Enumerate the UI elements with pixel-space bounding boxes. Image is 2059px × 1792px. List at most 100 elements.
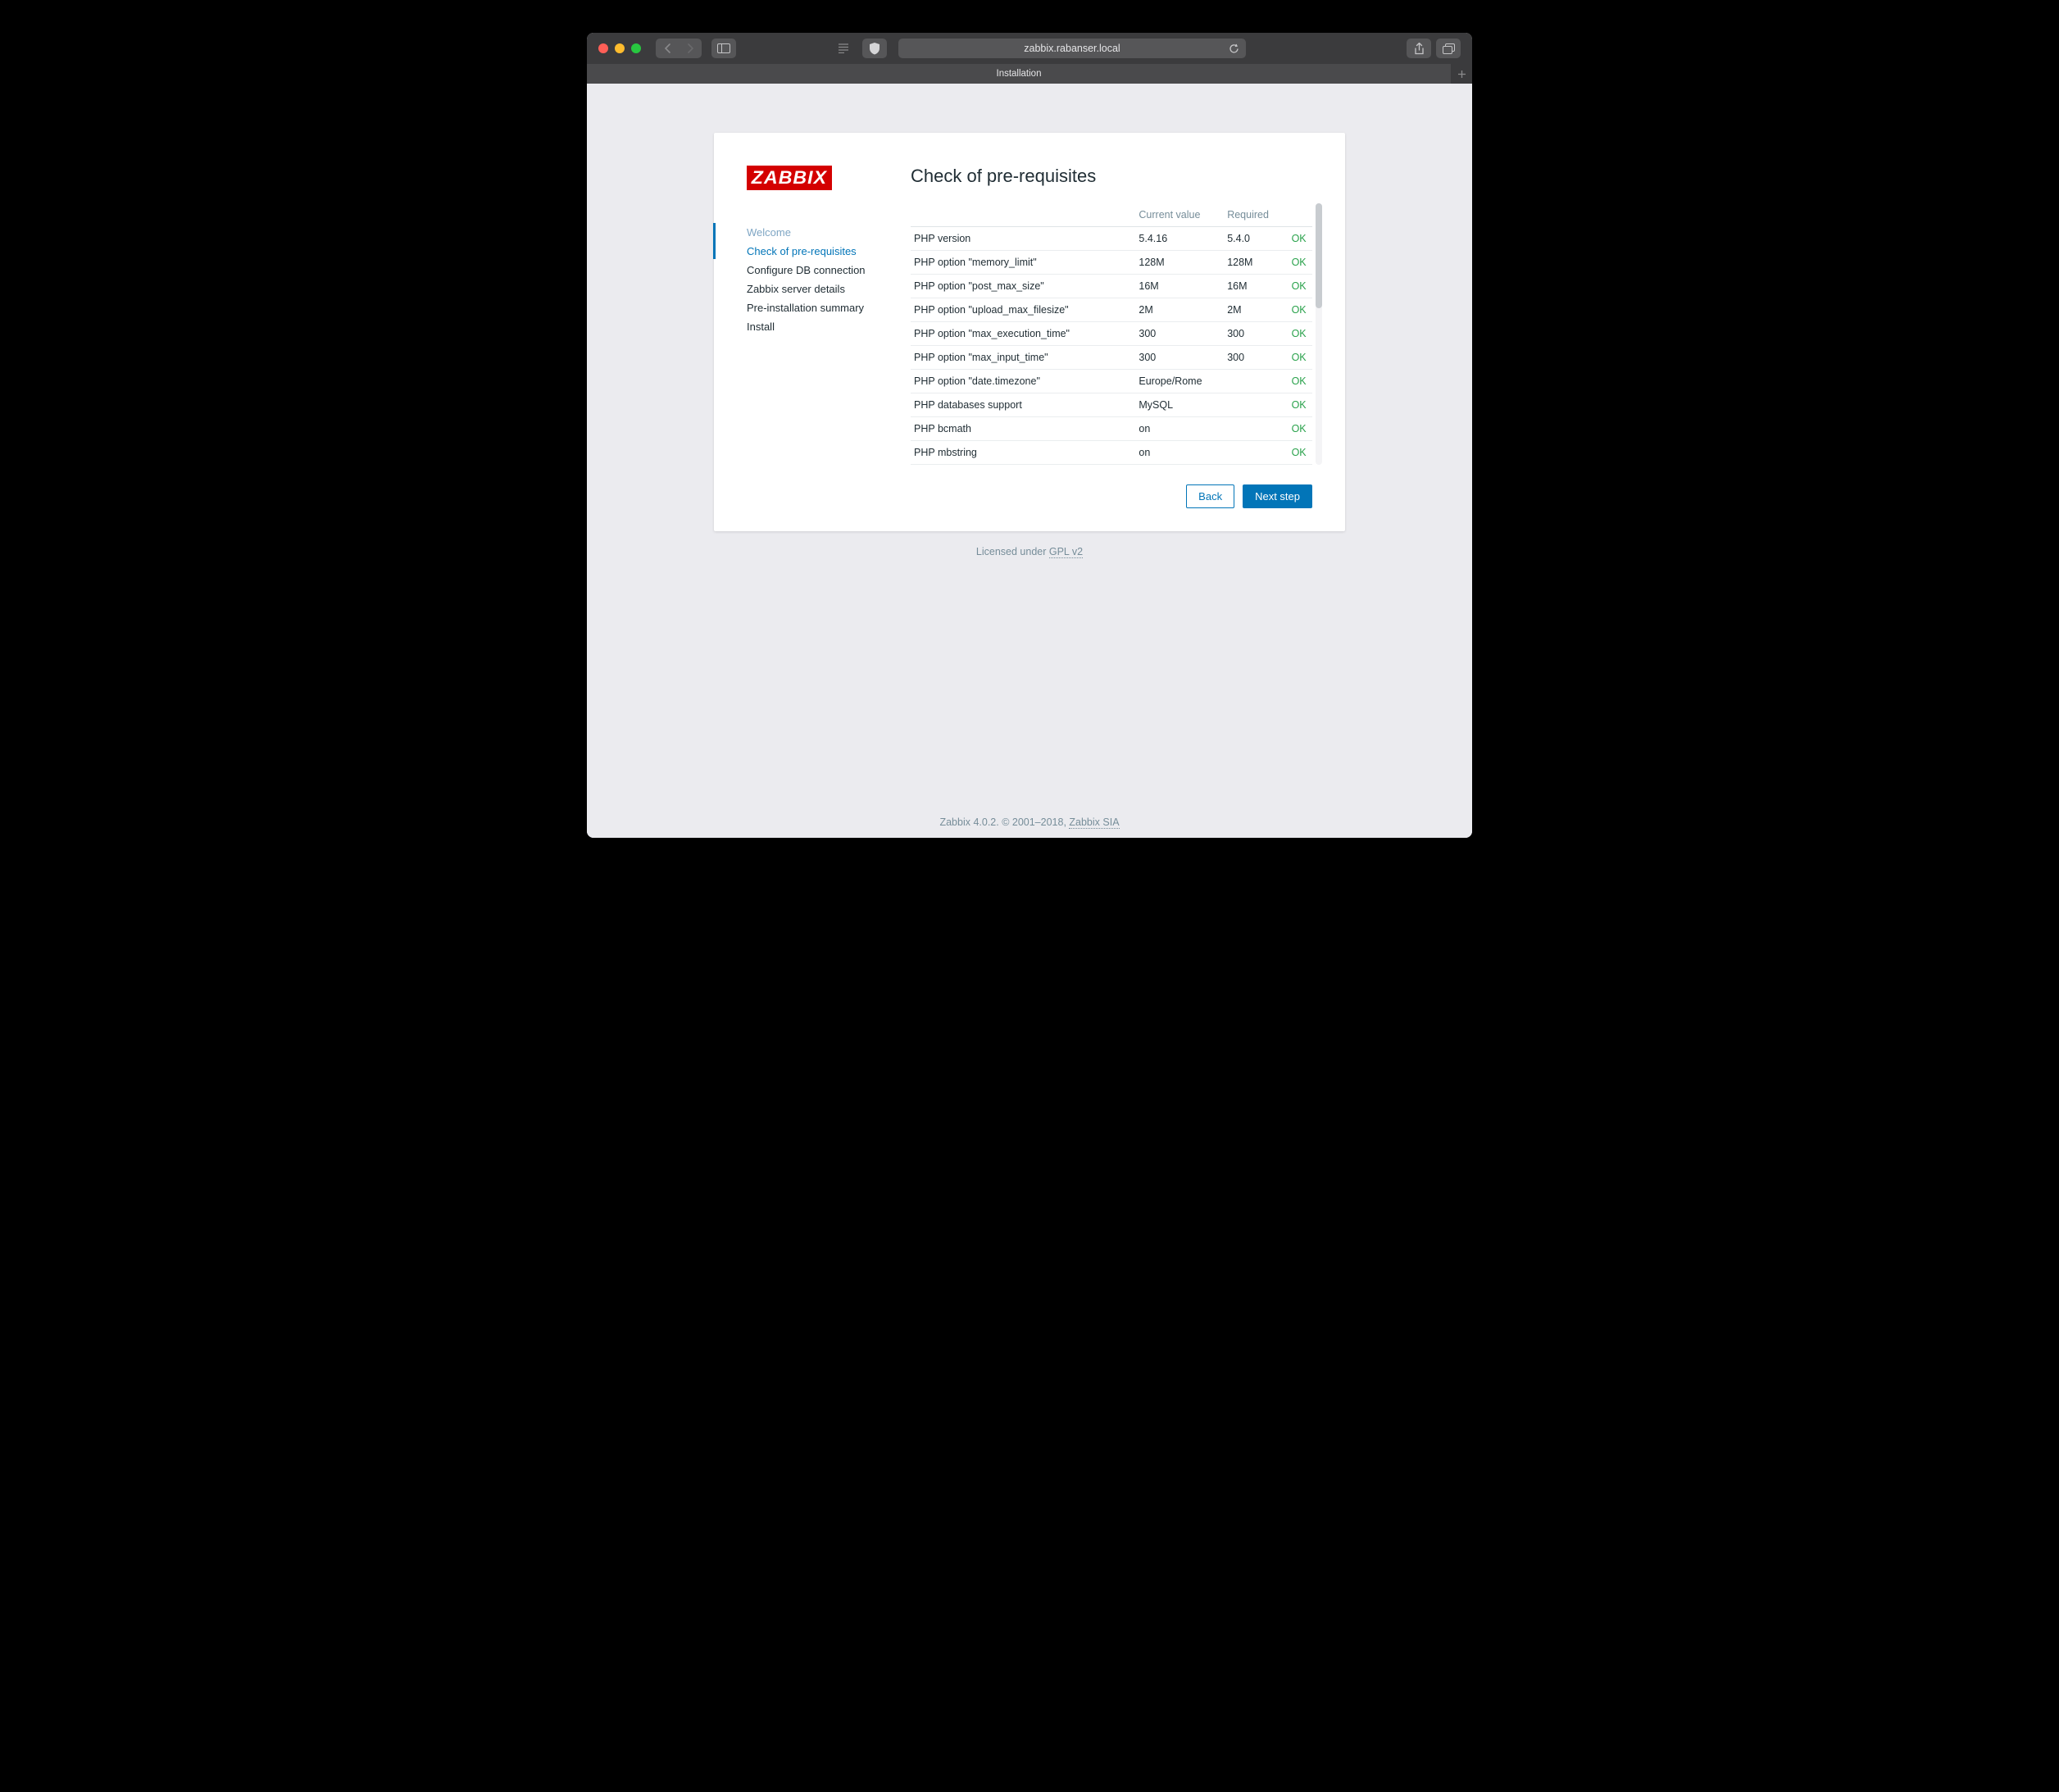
cell-name: PHP option "memory_limit" — [911, 251, 1135, 275]
step-server-details[interactable]: Zabbix server details — [747, 280, 911, 298]
table-row: PHP option "max_execution_time"300300OK — [911, 322, 1312, 346]
setup-sidebar: ZABBIX Welcome Check of pre-requisites C… — [747, 166, 911, 508]
toolbar-right — [1407, 39, 1461, 58]
cell-name: PHP mbstring — [911, 441, 1135, 465]
cell-status: OK — [1289, 227, 1312, 251]
cell-current: 2M — [1135, 298, 1224, 322]
url-bar[interactable]: zabbix.rabanser.local — [898, 39, 1246, 58]
browser-chrome: zabbix.rabanser.local Installation — [587, 33, 1472, 84]
step-marker — [713, 223, 716, 259]
cell-status: OK — [1289, 251, 1312, 275]
footer-version: Zabbix 4.0.2. © 2001–2018, — [939, 816, 1069, 828]
cell-required: 300 — [1224, 322, 1288, 346]
col-status-header — [1289, 203, 1312, 227]
cell-current: MySQL — [1135, 393, 1224, 417]
scrollbar[interactable] — [1316, 203, 1322, 465]
setup-steps-list: Welcome Check of pre-requisites Configur… — [747, 223, 911, 336]
chevron-right-icon — [687, 43, 694, 53]
tracking-protection-button[interactable] — [862, 39, 887, 58]
zabbix-logo: ZABBIX — [747, 166, 832, 190]
cell-current: 16M — [1135, 275, 1224, 298]
window-controls — [598, 43, 641, 53]
cell-name: PHP databases support — [911, 393, 1135, 417]
scrollbar-thumb[interactable] — [1316, 203, 1322, 308]
reader-mode-button[interactable] — [831, 39, 856, 58]
cell-current: 300 — [1135, 322, 1224, 346]
sidebar-toggle-button[interactable] — [711, 39, 736, 58]
cell-current: 128M — [1135, 251, 1224, 275]
minimize-window-button[interactable] — [615, 43, 625, 53]
table-row: PHP option "max_input_time"300300OK — [911, 346, 1312, 370]
footer: Zabbix 4.0.2. © 2001–2018, Zabbix SIA — [587, 816, 1472, 828]
cell-required — [1224, 393, 1288, 417]
reader-icon — [838, 43, 849, 53]
cell-required — [1224, 370, 1288, 393]
license-prefix: Licensed under — [976, 546, 1049, 557]
sidebar-icon — [717, 43, 730, 53]
forward-nav-button[interactable] — [679, 39, 702, 58]
next-step-button[interactable]: Next step — [1243, 484, 1312, 508]
step-install[interactable]: Install — [747, 317, 911, 336]
maximize-window-button[interactable] — [631, 43, 641, 53]
table-header-row: Current value Required — [911, 203, 1312, 227]
close-window-button[interactable] — [598, 43, 608, 53]
col-required-header: Required — [1224, 203, 1288, 227]
active-tab-title[interactable]: Installation — [587, 69, 1451, 79]
shield-icon — [869, 42, 880, 55]
cell-current: 5.4.16 — [1135, 227, 1224, 251]
cell-name: PHP option "upload_max_filesize" — [911, 298, 1135, 322]
page-viewport: ZABBIX Welcome Check of pre-requisites C… — [587, 133, 1472, 838]
col-current-header: Current value — [1135, 203, 1224, 227]
cell-status: OK — [1289, 322, 1312, 346]
cell-current: on — [1135, 417, 1224, 441]
tab-bar: Installation — [587, 64, 1472, 84]
share-button[interactable] — [1407, 39, 1431, 58]
new-tab-button[interactable] — [1451, 64, 1472, 84]
step-prerequisites[interactable]: Check of pre-requisites — [747, 242, 911, 261]
cell-status: OK — [1289, 275, 1312, 298]
table-row: PHP mbstringon OK — [911, 441, 1312, 465]
prereq-container: Current value Required PHP version5.4.16… — [911, 203, 1312, 465]
step-summary[interactable]: Pre-installation summary — [747, 298, 911, 317]
cell-required: 300 — [1224, 346, 1288, 370]
cell-required: 2M — [1224, 298, 1288, 322]
nav-buttons — [656, 39, 702, 58]
table-row: PHP bcmathonOK — [911, 417, 1312, 441]
cell-name: PHP option "max_execution_time" — [911, 322, 1135, 346]
tabs-button[interactable] — [1436, 39, 1461, 58]
table-row: PHP databases supportMySQL OK — [911, 393, 1312, 417]
cell-status: OK — [1289, 393, 1312, 417]
browser-titlebar: zabbix.rabanser.local — [587, 33, 1472, 64]
refresh-icon — [1229, 43, 1239, 54]
cell-required: 128M — [1224, 251, 1288, 275]
table-row: PHP option "upload_max_filesize"2M2MOK — [911, 298, 1312, 322]
back-nav-button[interactable] — [656, 39, 679, 58]
cell-name: PHP option "max_input_time" — [911, 346, 1135, 370]
cell-required — [1224, 441, 1288, 465]
button-row: Back Next step — [911, 484, 1312, 508]
plus-icon — [1457, 70, 1466, 79]
cell-required: 5.4.0 — [1224, 227, 1288, 251]
col-name-header — [911, 203, 1135, 227]
step-db-connection[interactable]: Configure DB connection — [747, 261, 911, 280]
cell-status: OK — [1289, 441, 1312, 465]
table-row: PHP option "memory_limit"128M128MOK — [911, 251, 1312, 275]
prerequisites-table: Current value Required PHP version5.4.16… — [911, 203, 1312, 465]
tabs-icon — [1443, 43, 1455, 54]
browser-window: zabbix.rabanser.local Installation — [587, 33, 1472, 838]
refresh-button[interactable] — [1229, 43, 1239, 54]
cell-current: 300 — [1135, 346, 1224, 370]
table-row: PHP option "date.timezone"Europe/RomeOK — [911, 370, 1312, 393]
setup-content: Check of pre-requisites Current value Re… — [911, 166, 1312, 508]
step-welcome[interactable]: Welcome — [747, 223, 911, 242]
cell-required — [1224, 417, 1288, 441]
gpl-link[interactable]: GPL v2 — [1049, 546, 1083, 558]
zabbix-sia-link[interactable]: Zabbix SIA — [1069, 816, 1119, 829]
url-text: zabbix.rabanser.local — [1024, 43, 1120, 54]
cell-current: on — [1135, 441, 1224, 465]
table-row: PHP version5.4.165.4.0OK — [911, 227, 1312, 251]
back-button[interactable]: Back — [1186, 484, 1234, 508]
cell-status: OK — [1289, 298, 1312, 322]
cell-required: 16M — [1224, 275, 1288, 298]
license-line: Licensed under GPL v2 — [587, 546, 1472, 557]
